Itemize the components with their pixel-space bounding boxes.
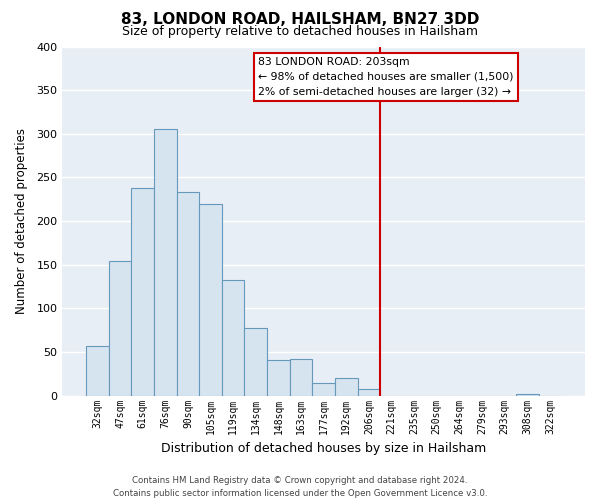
Bar — [199, 204, 222, 396]
Text: 83 LONDON ROAD: 203sqm
← 98% of detached houses are smaller (1,500)
2% of semi-d: 83 LONDON ROAD: 203sqm ← 98% of detached… — [259, 57, 514, 96]
X-axis label: Distribution of detached houses by size in Hailsham: Distribution of detached houses by size … — [161, 442, 486, 455]
Bar — [358, 388, 380, 396]
Bar — [109, 261, 131, 396]
Y-axis label: Number of detached properties: Number of detached properties — [15, 128, 28, 314]
Bar — [244, 328, 267, 396]
Bar — [154, 130, 176, 396]
Bar — [313, 382, 335, 396]
Bar — [267, 360, 290, 396]
Bar — [86, 346, 109, 396]
Bar — [131, 188, 154, 396]
Text: Contains HM Land Registry data © Crown copyright and database right 2024.
Contai: Contains HM Land Registry data © Crown c… — [113, 476, 487, 498]
Bar — [335, 378, 358, 396]
Text: Size of property relative to detached houses in Hailsham: Size of property relative to detached ho… — [122, 25, 478, 38]
Bar — [516, 394, 539, 396]
Bar — [176, 192, 199, 396]
Bar — [222, 280, 244, 396]
Text: 83, LONDON ROAD, HAILSHAM, BN27 3DD: 83, LONDON ROAD, HAILSHAM, BN27 3DD — [121, 12, 479, 28]
Bar — [290, 359, 313, 396]
